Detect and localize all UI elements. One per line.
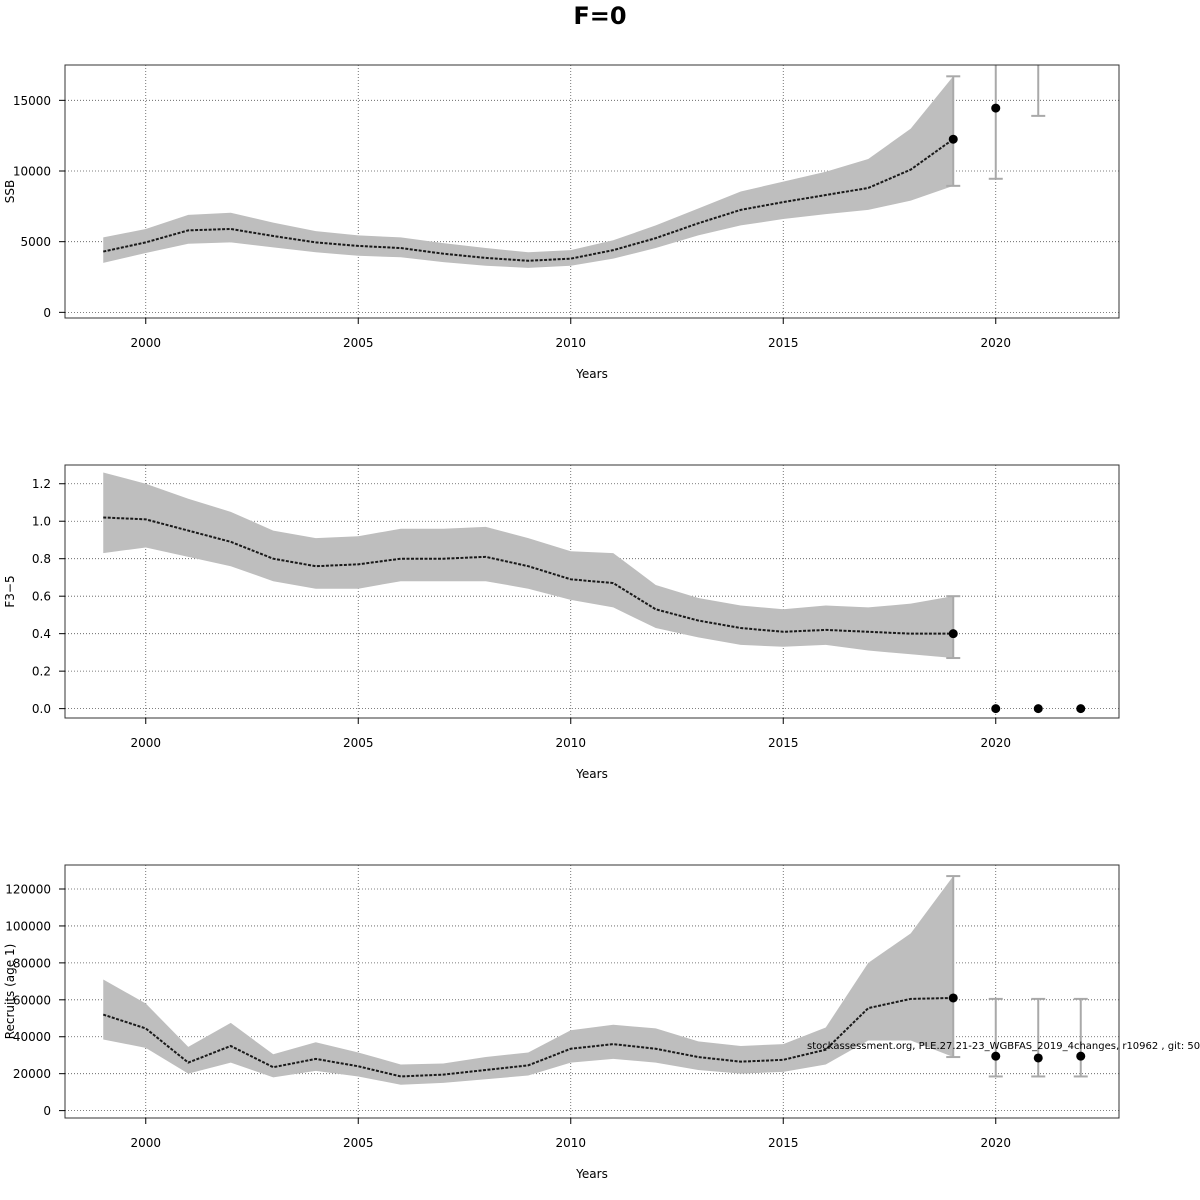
confidence-band xyxy=(103,76,954,268)
plot-frame xyxy=(64,864,1120,1119)
x-tick-label: 2020 xyxy=(980,1136,1011,1150)
plot-frame xyxy=(64,464,1120,719)
x-tick-label: 2020 xyxy=(980,736,1011,750)
x-tick-label: 2005 xyxy=(343,736,374,750)
y-tick-label: 0.8 xyxy=(32,552,51,566)
confidence-band xyxy=(103,876,954,1085)
x-tick-label: 2010 xyxy=(555,336,586,350)
x-tick-label: 2020 xyxy=(980,336,1011,350)
x-tick-label: 2000 xyxy=(130,336,161,350)
panel-3: 2000 2005 2010 2015 2020 0 20000 40000 60000 8000… xyxy=(3,864,1120,1181)
y-tick-label: 0.2 xyxy=(32,665,51,679)
data-point xyxy=(1033,1053,1043,1063)
y-tick-label: 0.6 xyxy=(32,590,51,604)
data-point xyxy=(1076,1051,1086,1061)
y-tick-label: 0 xyxy=(43,306,51,320)
y-tick-label: 0 xyxy=(43,1104,51,1118)
x-axis-title: Years xyxy=(575,767,608,781)
y-axis-title: SSB xyxy=(3,180,17,203)
chart-title: F=0 xyxy=(573,2,627,30)
plot-frame xyxy=(64,64,1120,319)
y-tick-label: 100000 xyxy=(5,919,51,933)
y-tick-label: 60000 xyxy=(13,993,51,1007)
y-tick-label: 40000 xyxy=(13,1030,51,1044)
data-point xyxy=(991,704,1001,714)
y-axis-title: F3−5 xyxy=(3,575,17,607)
estimate-line xyxy=(103,138,954,262)
y-tick-label: 0.4 xyxy=(32,627,51,641)
panel-2: 2000 2005 2010 2015 2020 0.0 0.2 0.4 0.6 0.8 1.0 1.… xyxy=(3,464,1120,781)
y-tick-label: 1.2 xyxy=(32,477,51,491)
x-tick-label: 2010 xyxy=(555,736,586,750)
y-tick-label: 0.0 xyxy=(32,702,51,716)
y-tick-label: 20000 xyxy=(13,1067,51,1081)
data-point xyxy=(1076,704,1086,714)
data-point xyxy=(948,993,958,1003)
y-tick-label: 10000 xyxy=(13,165,51,179)
y-axis-title: Recruits (age 1) xyxy=(3,944,17,1040)
x-axis-title: Years xyxy=(575,367,608,381)
data-point xyxy=(948,134,958,144)
y-tick-label: 120000 xyxy=(5,883,51,897)
y-tick-label: 80000 xyxy=(13,956,51,970)
data-point xyxy=(991,103,1001,113)
data-point xyxy=(1033,704,1043,714)
estimate-line xyxy=(103,516,954,635)
x-tick-label: 2010 xyxy=(555,1136,586,1150)
data-point xyxy=(991,1051,1001,1061)
footnote-text: stockassessment.org, PLE.27.21-23_WGBFAS… xyxy=(807,1041,1200,1052)
x-tick-label: 2005 xyxy=(343,1136,374,1150)
y-tick-label: 15000 xyxy=(13,94,51,108)
y-tick-label: 1.0 xyxy=(32,515,51,529)
x-tick-label: 2015 xyxy=(768,336,799,350)
x-axis-title: Years xyxy=(575,1167,608,1181)
x-tick-label: 2000 xyxy=(130,736,161,750)
panel-1: 2000 2005 2010 2015 2020 0 5000 10000 15000 Years… xyxy=(3,64,1120,381)
x-tick-label: 2005 xyxy=(343,336,374,350)
x-tick-label: 2015 xyxy=(768,736,799,750)
data-point xyxy=(948,629,958,639)
x-tick-label: 2000 xyxy=(130,1136,161,1150)
y-tick-label: 5000 xyxy=(20,235,51,249)
estimate-line xyxy=(102,996,954,1078)
x-tick-label: 2015 xyxy=(768,1136,799,1150)
